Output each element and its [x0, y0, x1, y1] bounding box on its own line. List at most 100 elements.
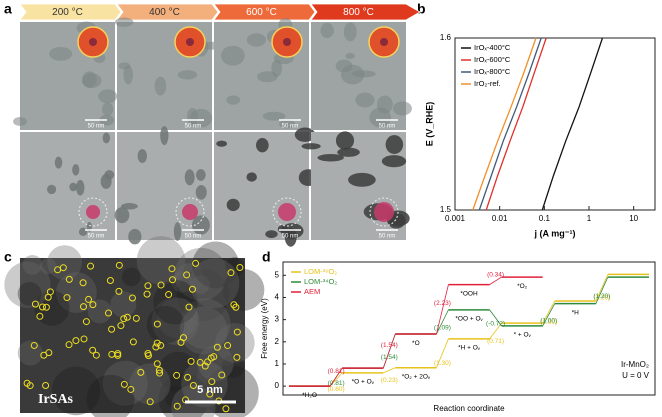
connector [383, 367, 396, 374]
single-atom-marker [106, 276, 114, 284]
texture [146, 305, 185, 344]
single-atom-marker [129, 338, 137, 346]
state-label: *H + Oᵥ [458, 345, 481, 352]
single-atom-marker [120, 315, 128, 323]
legend-label: IrOₓ-400°C [474, 43, 511, 52]
single-atom-marker [89, 301, 97, 309]
temperature-label: 200 °C [52, 7, 83, 18]
y-axis-label: E (V_RHE) [424, 102, 434, 147]
particle [348, 172, 376, 187]
particle [76, 179, 85, 196]
particle [195, 169, 206, 181]
state-label: *O + Oᵥ [352, 379, 375, 386]
single-atom-marker [155, 366, 163, 374]
connector [382, 333, 396, 369]
legend-label: IrOₓ-800°C [474, 67, 511, 76]
inset-core [380, 38, 388, 46]
particle [173, 222, 182, 241]
annotation: Ir-MnO₂ [621, 360, 649, 369]
step-label: (0.60) [328, 386, 345, 393]
texture [151, 297, 200, 345]
panel-label: b [417, 1, 426, 17]
single-atom-marker [108, 325, 116, 333]
single-atom-marker [36, 312, 44, 320]
y-tick-label: 2 [275, 337, 280, 346]
single-atom-marker [153, 339, 161, 347]
temperature-label: 800 °C [343, 7, 374, 18]
single-atom-marker [153, 320, 161, 328]
texture [129, 363, 171, 405]
single-atom-marker [31, 300, 39, 308]
particle [82, 73, 102, 89]
texture [225, 257, 245, 277]
texture [56, 272, 97, 313]
single-atom-marker [79, 303, 87, 311]
particle [102, 132, 111, 144]
single-atom-marker [185, 303, 193, 311]
particle [345, 52, 356, 60]
step-label: (1.54) [381, 354, 398, 361]
particle [160, 126, 169, 145]
single-atom-marker [80, 335, 88, 343]
texture [179, 306, 228, 355]
single-atom-marker [115, 261, 123, 269]
particle [246, 172, 257, 182]
legend-label: IrO₂-ref. [474, 79, 501, 88]
particle [46, 184, 57, 195]
texture [40, 258, 57, 275]
particle [120, 203, 138, 210]
texture [4, 261, 51, 308]
x-tick-label: 0.001 [445, 214, 466, 223]
single-atom-marker [222, 405, 230, 413]
step-label: (0.81) [328, 380, 345, 387]
single-atom-marker [87, 262, 95, 270]
connector [329, 372, 343, 387]
particle [137, 149, 148, 164]
single-atom-marker [127, 385, 135, 393]
x-tick-label: 10 [629, 214, 638, 223]
state-label: *OO + Oᵥ [455, 316, 483, 323]
texture [189, 258, 240, 309]
texture [171, 271, 193, 293]
single-atom-marker [72, 337, 80, 345]
texture [136, 236, 186, 285]
particle [246, 33, 267, 47]
particle [216, 140, 228, 147]
step-label: (1.00) [540, 317, 557, 324]
single-atom-marker [218, 371, 226, 379]
temperature-arrow [19, 3, 122, 21]
single-atom-marker [65, 275, 73, 283]
texture [192, 241, 239, 289]
particle [49, 46, 73, 61]
single-atom-marker [63, 294, 71, 302]
step-label: (0.34) [487, 272, 504, 279]
connector [489, 322, 502, 340]
particle [256, 137, 269, 153]
state-label: *H [572, 309, 580, 316]
panel-label: d [262, 249, 271, 265]
inset [369, 197, 399, 227]
particle [114, 17, 134, 27]
single-atom-marker [144, 282, 152, 290]
x-axis-label: j (A mg⁻¹) [534, 228, 576, 238]
particle [301, 143, 321, 150]
state-label: *O [412, 340, 420, 347]
scale-bar-label: 50 nm [379, 234, 396, 240]
single-atom-marker [157, 341, 165, 349]
connector [489, 276, 502, 285]
y-tick-label: 1.5 [440, 205, 452, 214]
single-atom-marker [232, 303, 240, 311]
texture [87, 299, 112, 324]
single-atom-marker [143, 290, 151, 298]
texture [215, 323, 255, 363]
single-atom-marker [189, 382, 197, 390]
particle [340, 64, 365, 85]
y-tick-label: 3 [275, 315, 280, 324]
single-atom-marker [206, 390, 214, 398]
single-atom-marker [85, 295, 93, 303]
x-tick-label: 0.1 [539, 214, 551, 223]
texture [222, 268, 265, 311]
particle [104, 170, 115, 180]
step-label: (1.20) [593, 293, 610, 300]
temperature-arrow [310, 3, 421, 21]
